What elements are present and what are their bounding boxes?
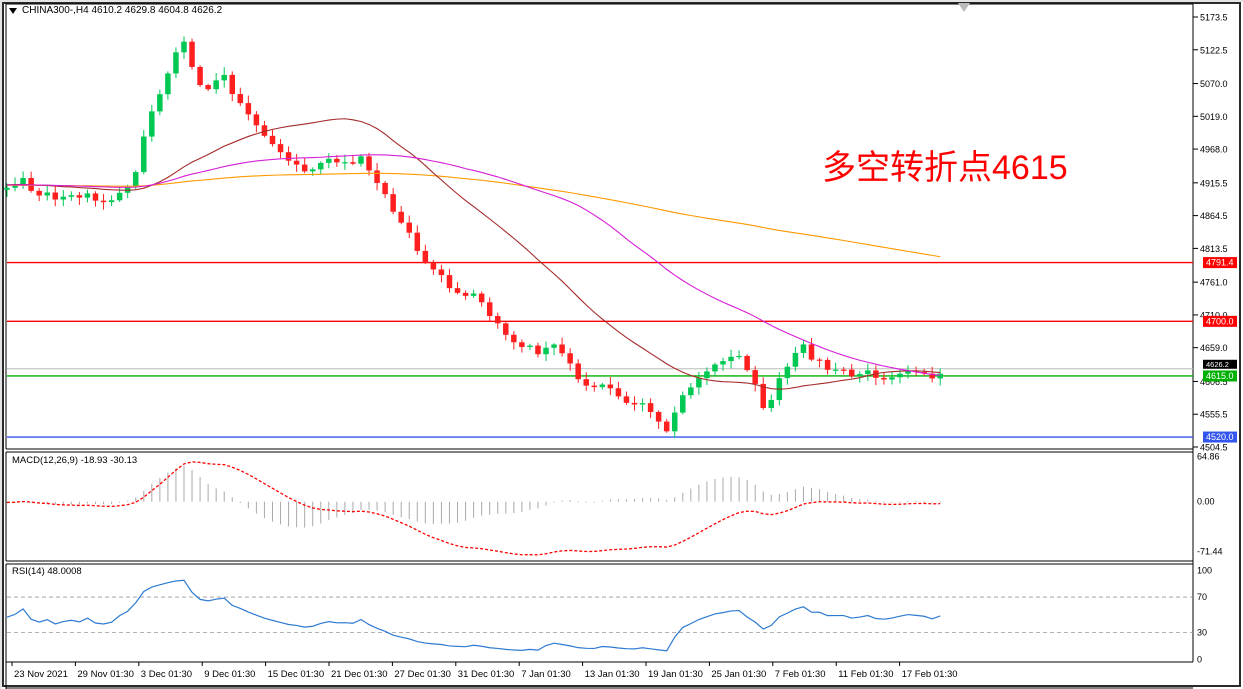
svg-text:4791.4: 4791.4 — [1206, 258, 1234, 268]
svg-text:4968.0: 4968.0 — [1200, 145, 1228, 155]
svg-text:23 Nov 2021: 23 Nov 2021 — [14, 669, 68, 680]
svg-text:27 Dec 01:30: 27 Dec 01:30 — [394, 669, 451, 680]
svg-text:4915.5: 4915.5 — [1200, 178, 1228, 188]
svg-text:31 Dec 01:30: 31 Dec 01:30 — [458, 669, 515, 680]
svg-text:29 Nov 01:30: 29 Nov 01:30 — [77, 669, 134, 680]
svg-text:CHINA300-,H4 4610.2 4629.8 46: CHINA300-,H4 4610.2 4629.8 4604.8 4626.2 — [22, 5, 223, 16]
svg-text:100: 100 — [1197, 565, 1212, 575]
svg-text:15 Dec 01:30: 15 Dec 01:30 — [268, 669, 325, 680]
svg-text:5173.5: 5173.5 — [1200, 13, 1228, 23]
svg-text:0: 0 — [1197, 654, 1202, 664]
svg-text:多空转折点4615: 多空转折点4615 — [822, 149, 1068, 187]
svg-text:13 Jan 01:30: 13 Jan 01:30 — [585, 669, 640, 680]
svg-text:7 Feb 01:30: 7 Feb 01:30 — [775, 669, 826, 680]
svg-text:5019.0: 5019.0 — [1200, 112, 1228, 122]
svg-text:17 Feb 01:30: 17 Feb 01:30 — [902, 669, 958, 680]
svg-text:64.86: 64.86 — [1197, 452, 1220, 462]
svg-text:11 Feb 01:30: 11 Feb 01:30 — [838, 669, 893, 680]
svg-text:25 Jan 01:30: 25 Jan 01:30 — [711, 669, 766, 680]
svg-text:4615.0: 4615.0 — [1206, 371, 1234, 381]
svg-text:-71.44: -71.44 — [1197, 547, 1223, 557]
svg-text:0.00: 0.00 — [1197, 497, 1215, 507]
svg-text:3 Dec 01:30: 3 Dec 01:30 — [141, 669, 192, 680]
svg-text:5070.0: 5070.0 — [1200, 79, 1228, 89]
svg-text:4520.0: 4520.0 — [1206, 432, 1234, 442]
svg-text:4555.5: 4555.5 — [1200, 410, 1228, 420]
svg-text:4700.0: 4700.0 — [1206, 316, 1234, 326]
svg-text:RSI(14) 48.0008: RSI(14) 48.0008 — [12, 566, 82, 577]
svg-text:7 Jan 01:30: 7 Jan 01:30 — [521, 669, 571, 680]
svg-text:MACD(12,26,9) -18.93 -30.13: MACD(12,26,9) -18.93 -30.13 — [12, 455, 137, 466]
svg-text:4761.0: 4761.0 — [1200, 278, 1228, 288]
svg-text:19 Jan 01:30: 19 Jan 01:30 — [648, 669, 703, 680]
svg-text:4864.5: 4864.5 — [1200, 211, 1228, 221]
svg-text:21 Dec 01:30: 21 Dec 01:30 — [331, 669, 388, 680]
svg-text:70: 70 — [1197, 592, 1207, 602]
svg-text:4659.0: 4659.0 — [1200, 343, 1228, 353]
svg-text:9 Dec 01:30: 9 Dec 01:30 — [204, 669, 255, 680]
svg-text:4626.2: 4626.2 — [1206, 360, 1229, 369]
svg-text:30: 30 — [1197, 628, 1207, 638]
svg-text:5122.5: 5122.5 — [1200, 45, 1228, 55]
svg-text:4813.5: 4813.5 — [1200, 244, 1228, 254]
